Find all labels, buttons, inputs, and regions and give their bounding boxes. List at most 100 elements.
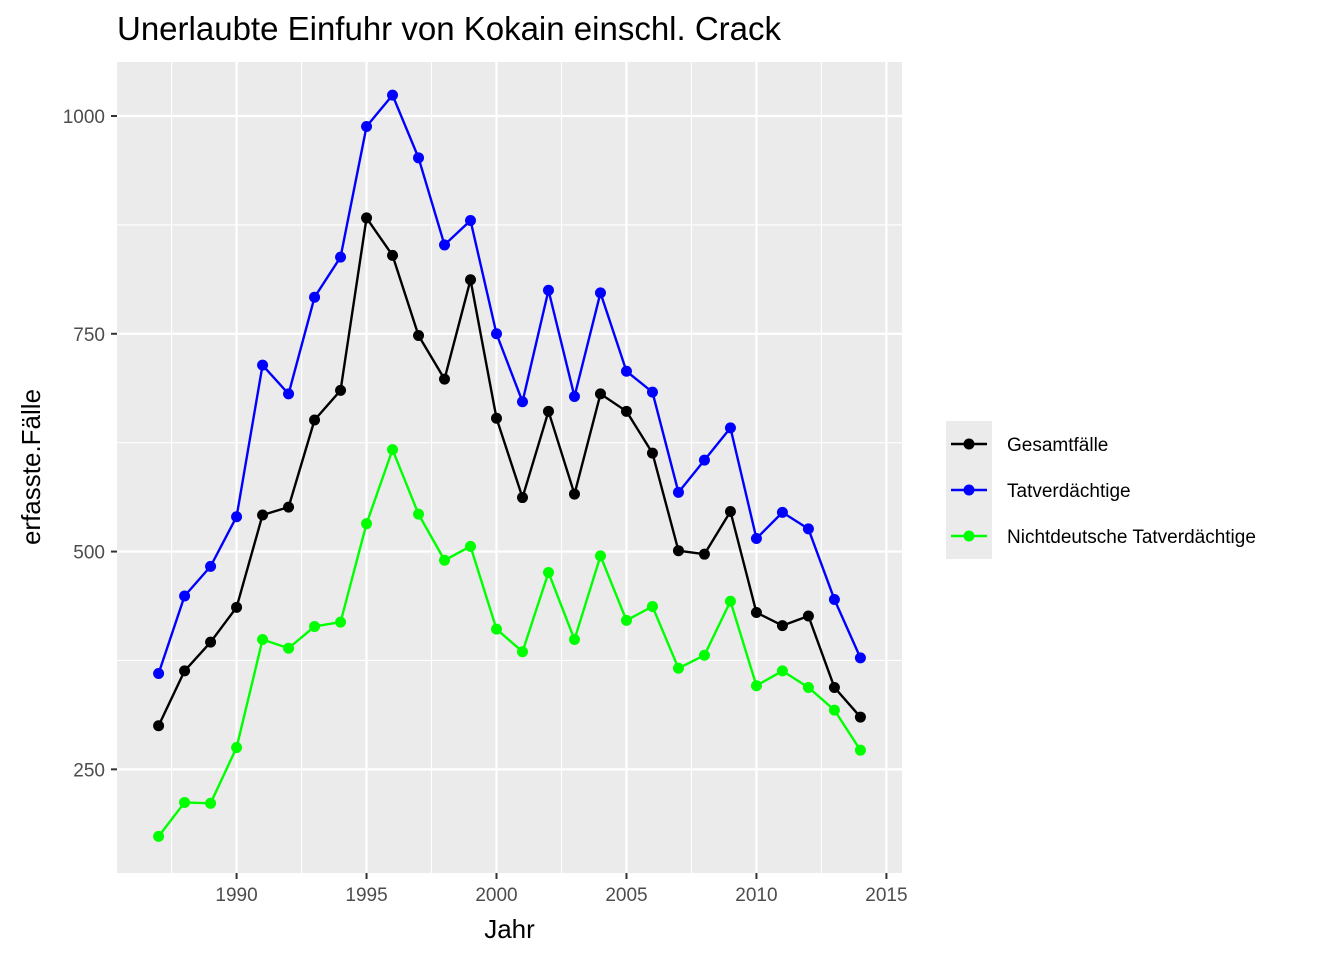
data-point [439, 373, 451, 385]
data-point [828, 704, 840, 716]
x-tick-label: 2010 [735, 885, 777, 906]
data-point [491, 412, 503, 424]
legend-key-point [963, 438, 975, 450]
data-point [309, 291, 321, 303]
data-point [335, 616, 347, 628]
data-point [516, 492, 528, 504]
data-point [672, 486, 684, 498]
data-point [620, 405, 632, 417]
data-point [309, 620, 321, 632]
data-point [231, 742, 243, 754]
legend-label: Gesamtfälle [1007, 435, 1108, 456]
axis-layer: 1990 1995 2000 2005 2010 2015 250 500 750 1000 [63, 107, 908, 906]
legend: Gesamtfälle Tatverdächtige Nichtdeutsche T… [946, 421, 1256, 559]
data-point [153, 668, 165, 680]
data-point [854, 744, 866, 756]
data-point [361, 212, 373, 224]
data-point [283, 642, 295, 654]
series-layer [153, 89, 866, 842]
data-point [542, 405, 554, 417]
data-point [750, 607, 762, 619]
x-tick-label: 2015 [865, 885, 907, 906]
legend-label: Tatverdächtige [1007, 481, 1131, 502]
data-point [776, 506, 788, 518]
data-point [516, 646, 528, 658]
data-point [646, 600, 658, 612]
series-line [157, 448, 862, 838]
data-point [568, 391, 580, 403]
data-point [413, 152, 425, 164]
x-tick-label: 1995 [345, 885, 387, 906]
data-point [231, 511, 243, 523]
data-point [802, 523, 814, 535]
data-point [205, 797, 217, 809]
data-point [854, 711, 866, 723]
data-point [620, 614, 632, 626]
data-point [179, 796, 191, 808]
data-point [465, 274, 477, 286]
data-point [465, 215, 477, 227]
data-point [698, 454, 710, 466]
data-point [387, 249, 399, 261]
series-line [157, 216, 862, 727]
data-point [594, 550, 606, 562]
data-point [802, 681, 814, 693]
data-point [491, 328, 503, 340]
data-point [724, 422, 736, 434]
data-point [179, 665, 191, 677]
data-point [620, 365, 632, 377]
data-point [257, 359, 269, 371]
y-tick-label: 250 [73, 760, 105, 781]
data-point [750, 532, 762, 544]
legend-label: Nichtdeutsche Tatverdächtige [1007, 527, 1256, 548]
data-point [802, 610, 814, 622]
data-point [205, 560, 217, 572]
data-point [439, 554, 451, 566]
data-point [542, 566, 554, 578]
data-point [387, 444, 399, 456]
data-point [413, 508, 425, 520]
data-point [361, 120, 373, 132]
data-point [750, 680, 762, 692]
data-point [283, 501, 295, 513]
data-point [568, 488, 580, 500]
plot-panel [117, 62, 902, 873]
data-point [828, 681, 840, 693]
data-point [776, 665, 788, 677]
data-point [257, 509, 269, 521]
y-tick-label: 750 [73, 325, 105, 346]
x-axis-title: Jahr [484, 914, 535, 944]
data-point [335, 384, 347, 396]
x-tick-label: 1990 [215, 885, 257, 906]
data-point [491, 623, 503, 635]
data-point [828, 593, 840, 605]
data-point [231, 601, 243, 613]
data-point [179, 590, 191, 602]
y-tick-label: 500 [73, 543, 105, 564]
data-point [465, 540, 477, 552]
data-point [724, 595, 736, 607]
data-point [542, 284, 554, 296]
data-point [776, 620, 788, 632]
data-point [283, 388, 295, 400]
data-point [439, 239, 451, 251]
data-point [594, 287, 606, 299]
data-point [361, 518, 373, 530]
data-point [646, 386, 658, 398]
data-point [413, 330, 425, 342]
x-tick-label: 2005 [605, 885, 647, 906]
data-point [646, 447, 658, 459]
data-point [335, 251, 347, 263]
data-point [387, 89, 399, 101]
series-line [157, 93, 862, 674]
data-point [568, 634, 580, 646]
data-point [153, 830, 165, 842]
legend-key-point [963, 530, 975, 542]
data-point [205, 636, 217, 648]
grid-major [117, 62, 902, 873]
data-point [516, 396, 528, 408]
data-point [594, 388, 606, 400]
data-point [724, 505, 736, 517]
chart-title: Unerlaubte Einfuhr von Kokain einschl. C… [117, 10, 782, 47]
